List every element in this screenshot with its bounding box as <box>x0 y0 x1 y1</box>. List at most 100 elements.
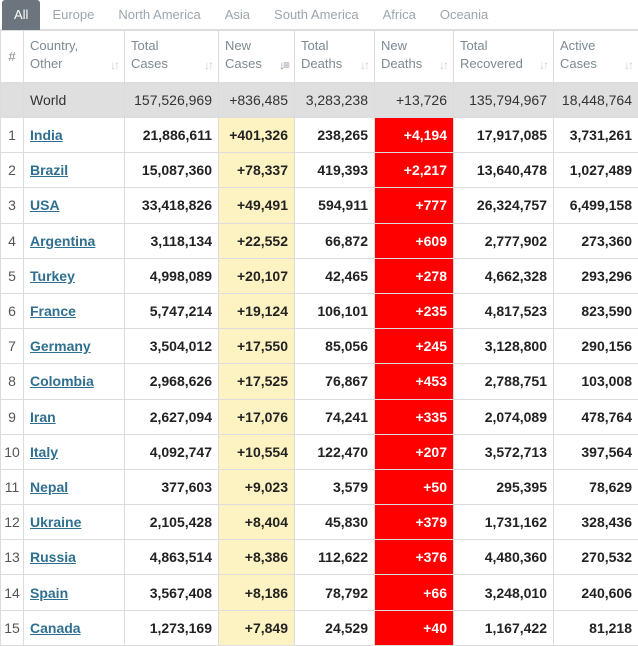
total-cases-cell: 5,747,214 <box>125 293 219 328</box>
active-cases-cell: 273,360 <box>554 223 638 258</box>
sort-arrows-icon[interactable]: ↓↑ <box>110 56 118 74</box>
new-cases-cell: +17,525 <box>219 364 295 399</box>
country-link[interactable]: Italy <box>30 444 58 460</box>
header-total-recovered-line2: Recovered <box>460 56 523 71</box>
total-cases-cell: 33,418,826 <box>125 188 219 223</box>
country-link[interactable]: Spain <box>30 585 68 601</box>
country-link[interactable]: USA <box>30 197 60 213</box>
new-deaths-cell: +4,194 <box>375 118 454 153</box>
new-deaths-cell: +379 <box>375 505 454 540</box>
header-new-cases[interactable]: New Cases ↓≡ <box>219 31 295 83</box>
sort-arrows-icon[interactable]: ↓↑ <box>360 56 368 74</box>
rank-cell: 4 <box>1 223 24 258</box>
country-link[interactable]: France <box>30 303 76 319</box>
tab-europe[interactable]: Europe <box>40 0 106 30</box>
country-link[interactable]: Iran <box>30 409 56 425</box>
tab-all[interactable]: All <box>2 0 40 30</box>
tab-africa[interactable]: Africa <box>371 0 428 30</box>
new-cases-cell: +8,186 <box>219 575 295 610</box>
country-link[interactable]: Russia <box>30 549 76 565</box>
header-total-cases[interactable]: Total Cases ↓↑ <box>125 31 219 83</box>
active-cases-cell: 293,296 <box>554 258 638 293</box>
total-deaths-cell: 122,470 <box>295 434 375 469</box>
total-recovered-cell: 1,167,422 <box>454 610 554 645</box>
new-cases-cell: +7,849 <box>219 610 295 645</box>
header-country-line1: Country, <box>30 38 78 53</box>
total-recovered-cell: 1,731,162 <box>454 505 554 540</box>
rank-cell: 9 <box>1 399 24 434</box>
active-cases-cell: 78,629 <box>554 469 638 504</box>
country-link[interactable]: Nepal <box>30 479 68 495</box>
rank-cell: 15 <box>1 610 24 645</box>
total-deaths-cell: 238,265 <box>295 118 375 153</box>
country-link[interactable]: Ukraine <box>30 514 81 530</box>
country-link[interactable]: Canada <box>30 620 81 636</box>
sort-arrows-icon[interactable]: ↓↑ <box>624 56 632 74</box>
new-cases-cell: +401,326 <box>219 118 295 153</box>
sort-desc-icon[interactable]: ↓≡ <box>279 56 288 74</box>
tab-south-america[interactable]: South America <box>262 0 371 30</box>
active-cases-cell: 6,499,158 <box>554 188 638 223</box>
header-new-deaths[interactable]: New Deaths ↓↑ <box>375 31 454 83</box>
header-new-cases-line1: New <box>225 38 251 53</box>
new-cases-cell: +22,552 <box>219 223 295 258</box>
sort-arrows-icon[interactable]: ↓↑ <box>539 56 547 74</box>
header-new-deaths-line1: New <box>381 38 407 53</box>
total-recovered-cell: 26,324,757 <box>454 188 554 223</box>
table-body: World 157,526,969 +836,485 3,283,238 +13… <box>1 83 638 646</box>
total-recovered-cell: 2,074,089 <box>454 399 554 434</box>
active-cases-cell: 81,218 <box>554 610 638 645</box>
total-cases-cell: 4,863,514 <box>125 540 219 575</box>
active-cases-cell: 103,008 <box>554 364 638 399</box>
sort-arrows-icon[interactable]: ↓↑ <box>204 56 212 74</box>
total-recovered-cell: 2,777,902 <box>454 223 554 258</box>
total-cases-cell: 2,105,428 <box>125 505 219 540</box>
world-total-deaths: 3,283,238 <box>295 83 375 118</box>
new-cases-cell: +8,386 <box>219 540 295 575</box>
total-recovered-cell: 4,480,360 <box>454 540 554 575</box>
header-rank[interactable]: # <box>1 31 24 83</box>
country-cell: Colombia <box>24 364 125 399</box>
header-total-recovered[interactable]: Total Recovered ↓↑ <box>454 31 554 83</box>
new-cases-cell: +20,107 <box>219 258 295 293</box>
total-deaths-cell: 3,579 <box>295 469 375 504</box>
rank-cell: 13 <box>1 540 24 575</box>
total-deaths-cell: 78,792 <box>295 575 375 610</box>
total-recovered-cell: 3,128,800 <box>454 329 554 364</box>
country-link[interactable]: Turkey <box>30 268 75 284</box>
country-cell: Ukraine <box>24 505 125 540</box>
total-deaths-cell: 112,622 <box>295 540 375 575</box>
header-country[interactable]: Country, Other ↓↑ <box>24 31 125 83</box>
header-total-deaths[interactable]: Total Deaths ↓↑ <box>295 31 375 83</box>
country-link[interactable]: India <box>30 127 63 143</box>
rank-cell: 7 <box>1 329 24 364</box>
country-cell: Germany <box>24 329 125 364</box>
active-cases-cell: 1,027,489 <box>554 153 638 188</box>
country-link[interactable]: Colombia <box>30 373 94 389</box>
rank-cell: 5 <box>1 258 24 293</box>
sort-arrows-icon[interactable]: ↓↑ <box>439 56 447 74</box>
active-cases-cell: 290,156 <box>554 329 638 364</box>
tab-north-america[interactable]: North America <box>106 0 212 30</box>
tab-asia[interactable]: Asia <box>213 0 262 30</box>
country-cell: Spain <box>24 575 125 610</box>
tab-oceania[interactable]: Oceania <box>428 0 500 30</box>
country-link[interactable]: Germany <box>30 338 91 354</box>
header-total-deaths-line1: Total <box>301 38 328 53</box>
header-active-cases[interactable]: Active Cases ↓↑ <box>554 31 638 83</box>
total-recovered-cell: 4,662,328 <box>454 258 554 293</box>
total-cases-cell: 377,603 <box>125 469 219 504</box>
country-link[interactable]: Argentina <box>30 233 95 249</box>
header-total-recovered-line1: Total <box>460 38 487 53</box>
total-cases-cell: 4,998,089 <box>125 258 219 293</box>
total-deaths-cell: 45,830 <box>295 505 375 540</box>
country-link[interactable]: Brazil <box>30 162 68 178</box>
